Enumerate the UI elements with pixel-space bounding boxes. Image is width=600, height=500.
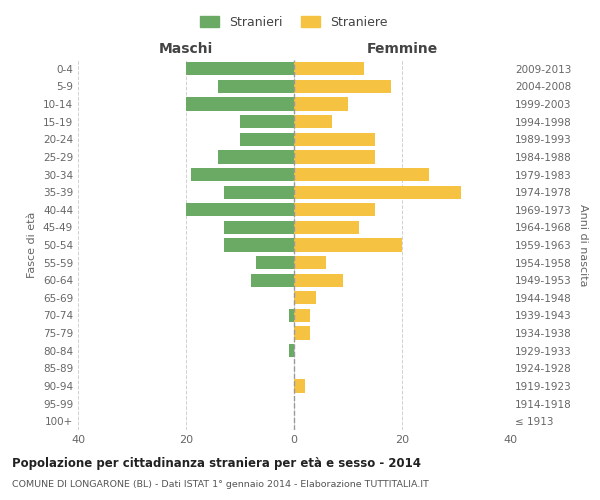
Bar bbox=[294, 168, 429, 181]
Bar bbox=[294, 326, 310, 340]
Bar bbox=[224, 186, 294, 198]
Bar bbox=[294, 221, 359, 234]
Bar bbox=[186, 203, 294, 216]
Bar bbox=[294, 98, 348, 110]
Bar bbox=[256, 256, 294, 269]
Bar bbox=[294, 238, 402, 252]
Bar bbox=[294, 256, 326, 269]
Bar bbox=[294, 274, 343, 287]
Bar bbox=[294, 291, 316, 304]
Bar bbox=[294, 62, 364, 76]
Bar bbox=[294, 150, 375, 164]
Bar bbox=[289, 309, 294, 322]
Text: COMUNE DI LONGARONE (BL) - Dati ISTAT 1° gennaio 2014 - Elaborazione TUTTITALIA.: COMUNE DI LONGARONE (BL) - Dati ISTAT 1°… bbox=[12, 480, 429, 489]
Bar bbox=[186, 62, 294, 76]
Bar bbox=[251, 274, 294, 287]
Y-axis label: Fasce di età: Fasce di età bbox=[28, 212, 37, 278]
Bar bbox=[224, 221, 294, 234]
Text: Maschi: Maschi bbox=[159, 42, 213, 56]
Text: Popolazione per cittadinanza straniera per età e sesso - 2014: Popolazione per cittadinanza straniera p… bbox=[12, 458, 421, 470]
Y-axis label: Anni di nascita: Anni di nascita bbox=[578, 204, 588, 286]
Bar bbox=[294, 309, 310, 322]
Bar bbox=[191, 168, 294, 181]
Bar bbox=[294, 132, 375, 146]
Bar bbox=[294, 186, 461, 198]
Bar bbox=[294, 115, 332, 128]
Bar bbox=[294, 203, 375, 216]
Bar bbox=[218, 80, 294, 93]
Bar bbox=[218, 150, 294, 164]
Legend: Stranieri, Straniere: Stranieri, Straniere bbox=[196, 11, 392, 34]
Bar bbox=[240, 132, 294, 146]
Bar bbox=[240, 115, 294, 128]
Bar bbox=[186, 98, 294, 110]
Bar bbox=[294, 380, 305, 392]
Bar bbox=[289, 344, 294, 358]
Bar bbox=[224, 238, 294, 252]
Text: Femmine: Femmine bbox=[367, 42, 437, 56]
Bar bbox=[294, 80, 391, 93]
